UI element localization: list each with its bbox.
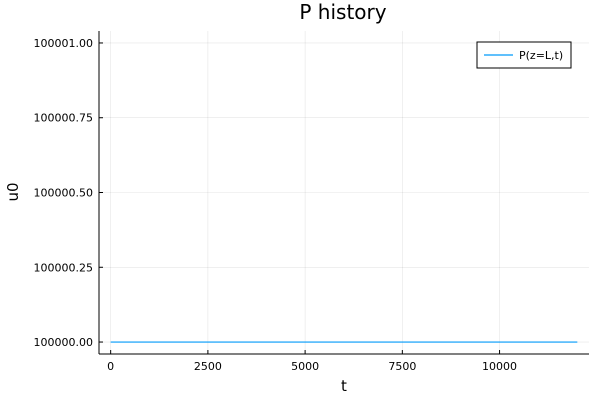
y-tick-label: 100000.25 [34,261,94,274]
x-tick-label: 2500 [194,360,222,373]
y-tick-label: 100001.00 [34,37,94,50]
legend: P(z=L,t) [476,41,572,69]
x-tick-label: 0 [107,360,114,373]
x-tick-label: 7500 [388,360,416,373]
y-tick-label: 100000.75 [34,112,94,125]
y-tick-label: 100000.00 [34,336,94,349]
x-tick-labels: 0 2500 5000 7500 10000 [107,350,517,373]
x-tick-label: 10000 [482,360,517,373]
y-tick-labels: 100000.00 100000.25 100000.50 100000.75 1000… [34,37,103,349]
x-tick-label: 5000 [291,360,319,373]
x-axis-label: t [341,377,347,395]
chart-title: P history [299,0,386,24]
y-tick-label: 100000.50 [34,187,94,200]
y-axis-label: u0 [4,182,22,201]
legend-label: P(z=L,t) [519,49,563,62]
